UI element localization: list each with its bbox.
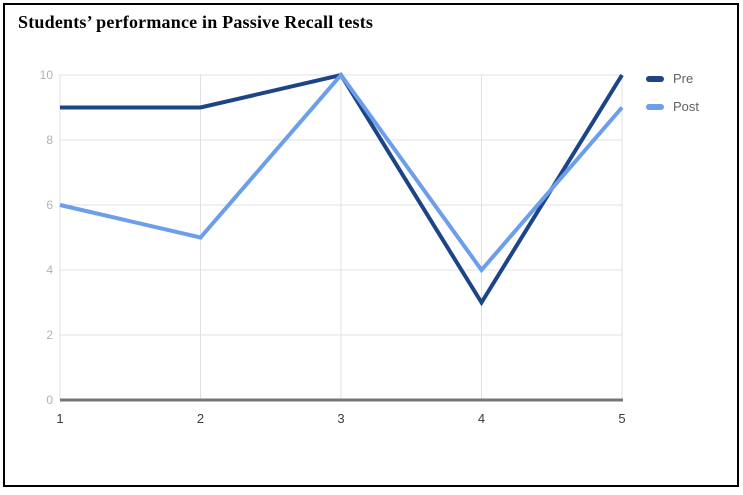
y-tick-label: 2 xyxy=(46,328,53,342)
y-tick-label: 0 xyxy=(46,393,53,407)
x-tick-label: 3 xyxy=(337,411,344,426)
y-tick-label: 4 xyxy=(46,263,53,277)
x-tick-label: 1 xyxy=(56,411,63,426)
chart-frame: Students’ performance in Passive Recall … xyxy=(3,3,739,487)
x-tick-label: 4 xyxy=(478,411,485,426)
line-chart-plot: 1 2 3 4 5 0 2 4 6 8 10 xyxy=(40,68,626,426)
legend-label: Post xyxy=(673,99,700,114)
y-tick-label: 6 xyxy=(46,198,53,212)
x-tick-label: 2 xyxy=(197,411,204,426)
legend-label: Pre xyxy=(673,71,694,86)
legend-swatch-post xyxy=(646,104,664,110)
chart-title: Students’ performance in Passive Recall … xyxy=(18,12,374,32)
series-line-post xyxy=(59,71,624,274)
legend-item-pre: Pre xyxy=(646,72,699,86)
y-tick-label: 10 xyxy=(40,68,54,82)
legend-swatch-pre xyxy=(646,76,664,82)
chart-legend: Pre Post xyxy=(646,72,699,128)
legend-item-post: Post xyxy=(646,100,699,114)
y-tick-label: 8 xyxy=(46,133,53,147)
x-tick-label: 5 xyxy=(618,411,625,426)
